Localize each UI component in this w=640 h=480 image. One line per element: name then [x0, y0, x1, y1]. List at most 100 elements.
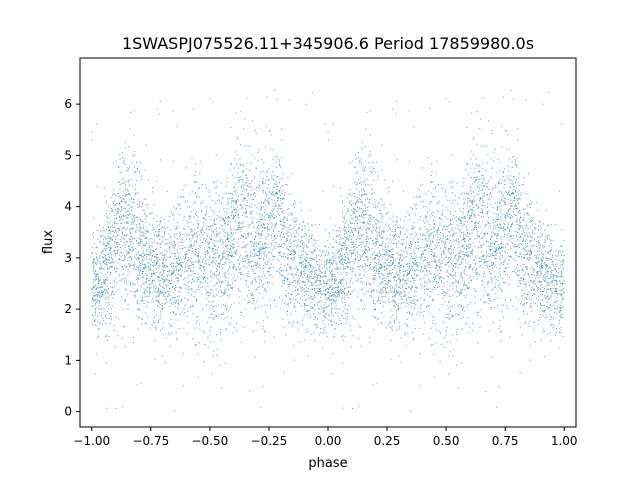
data-point: [245, 204, 247, 206]
data-point: [283, 212, 285, 214]
data-point: [124, 195, 126, 197]
data-point: [283, 303, 285, 305]
data-point: [109, 266, 111, 268]
data-point: [292, 218, 294, 220]
data-point: [350, 227, 352, 229]
data-point: [444, 226, 446, 228]
data-point: [372, 291, 374, 293]
data-point: [332, 353, 334, 355]
data-point: [304, 252, 306, 254]
data-point: [529, 359, 531, 361]
data-point: [262, 286, 264, 288]
data-point: [376, 241, 378, 243]
data-point: [145, 221, 147, 223]
data-point: [220, 328, 222, 330]
data-point: [442, 298, 444, 300]
data-point: [352, 268, 354, 270]
data-point: [298, 228, 300, 230]
data-point: [542, 328, 544, 330]
data-point: [288, 208, 290, 210]
data-point: [260, 247, 262, 249]
data-point: [246, 162, 248, 164]
data-point: [473, 198, 475, 200]
data-point: [274, 216, 276, 218]
data-point: [559, 279, 561, 281]
data-point: [291, 236, 293, 238]
data-point: [543, 274, 545, 276]
data-point: [527, 193, 529, 195]
data-point: [179, 291, 181, 293]
data-point: [154, 272, 156, 274]
data-point: [333, 294, 335, 296]
data-point: [141, 300, 143, 302]
data-point: [455, 210, 457, 212]
data-point: [383, 301, 385, 303]
data-point: [544, 264, 546, 266]
data-point: [437, 211, 439, 213]
data-point: [370, 171, 372, 173]
data-point: [311, 283, 313, 285]
data-point: [245, 210, 247, 212]
data-point: [382, 286, 384, 288]
data-point: [258, 227, 260, 229]
data-point: [327, 131, 329, 133]
data-point: [214, 317, 216, 318]
data-point: [129, 244, 131, 246]
data-point: [160, 275, 162, 277]
data-point: [258, 202, 260, 204]
data-point: [522, 184, 524, 186]
data-point: [138, 254, 140, 256]
data-point: [418, 242, 420, 244]
data-point: [364, 168, 366, 170]
data-point: [300, 258, 302, 260]
data-point: [436, 239, 438, 241]
data-point: [335, 304, 337, 306]
data-point: [155, 329, 157, 331]
data-point: [385, 267, 387, 269]
data-point: [389, 272, 391, 274]
data-point: [476, 176, 478, 178]
data-point: [152, 249, 154, 251]
data-point: [338, 250, 340, 252]
data-point: [214, 262, 216, 264]
data-point: [488, 303, 490, 305]
data-point: [101, 282, 103, 284]
data-point: [464, 203, 466, 205]
data-point: [430, 327, 432, 329]
data-point: [418, 189, 420, 191]
data-point: [358, 326, 360, 328]
data-point: [436, 230, 438, 232]
data-point: [154, 264, 156, 266]
data-point: [517, 285, 519, 287]
data-point: [211, 313, 213, 315]
data-point: [340, 315, 342, 317]
data-point: [361, 229, 363, 231]
data-point: [413, 302, 415, 304]
data-point: [190, 294, 192, 296]
data-point: [295, 310, 297, 312]
data-point: [207, 337, 209, 339]
data-point: [495, 258, 497, 260]
data-point: [181, 265, 182, 267]
data-point: [211, 250, 213, 252]
data-point: [196, 235, 198, 237]
data-point: [127, 190, 129, 192]
data-point: [162, 262, 164, 264]
data-point: [146, 296, 148, 298]
data-point: [343, 305, 345, 307]
data-point: [238, 225, 240, 227]
data-point: [253, 265, 255, 267]
data-point: [560, 275, 562, 277]
data-point: [548, 258, 550, 260]
data-point: [478, 241, 480, 243]
data-point: [405, 263, 407, 265]
data-point: [207, 346, 209, 348]
data-point: [169, 279, 171, 281]
data-point: [381, 323, 383, 325]
data-point: [91, 305, 93, 307]
data-point: [396, 275, 398, 277]
data-point: [288, 286, 290, 288]
data-point: [203, 225, 205, 227]
data-point: [163, 226, 165, 228]
data-point: [526, 212, 528, 214]
